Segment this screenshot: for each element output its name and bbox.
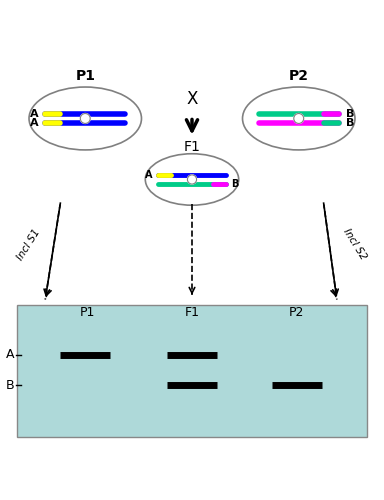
Text: P1: P1	[79, 306, 95, 320]
Circle shape	[187, 175, 197, 184]
Ellipse shape	[145, 154, 239, 205]
FancyBboxPatch shape	[17, 306, 367, 437]
Text: A: A	[145, 170, 153, 180]
Text: F1: F1	[184, 306, 200, 320]
Text: A: A	[30, 108, 38, 118]
Text: P1: P1	[75, 69, 95, 83]
Text: Incl S2: Incl S2	[342, 227, 369, 262]
Text: P2: P2	[289, 69, 309, 83]
Text: B: B	[346, 118, 354, 128]
Text: F1: F1	[184, 140, 200, 154]
Text: Incl S1: Incl S1	[15, 227, 42, 262]
Text: A: A	[5, 348, 14, 362]
Text: B: B	[231, 179, 238, 189]
Circle shape	[80, 114, 90, 124]
Circle shape	[294, 114, 304, 124]
Ellipse shape	[29, 87, 141, 150]
Text: X: X	[186, 90, 198, 108]
Text: B: B	[5, 379, 14, 392]
Text: P2: P2	[289, 306, 305, 320]
Ellipse shape	[243, 87, 355, 150]
Text: B: B	[346, 108, 354, 118]
Text: A: A	[30, 118, 38, 128]
